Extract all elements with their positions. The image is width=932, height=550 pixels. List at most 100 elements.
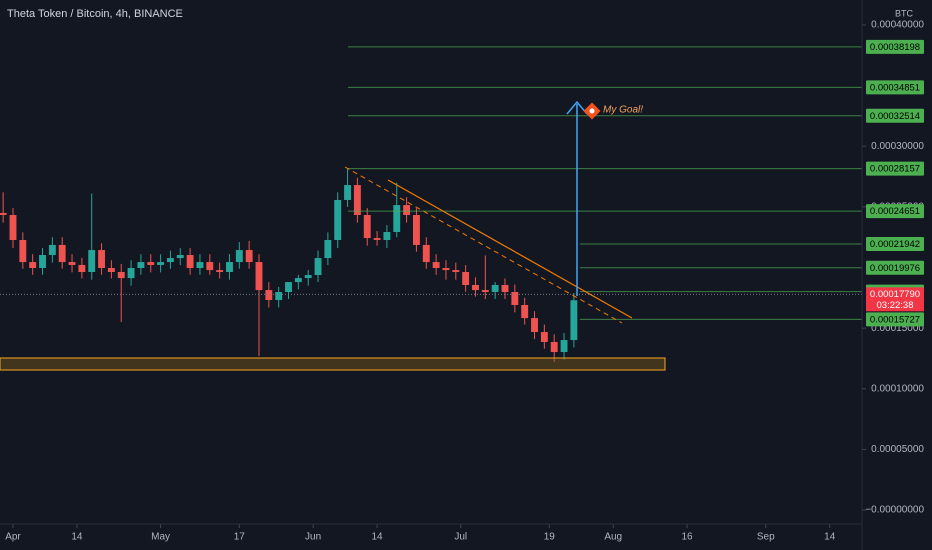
candle-body — [176, 255, 184, 259]
candle-body — [412, 215, 420, 245]
price-level-label: 0.00038198 — [870, 42, 920, 53]
trend-line-dashed — [344, 166, 623, 324]
candle-body — [491, 284, 499, 293]
currency: BTC — [895, 8, 914, 18]
candle-body — [265, 290, 273, 301]
candle-body — [186, 255, 194, 269]
candle-body — [166, 258, 174, 263]
candle-body — [383, 231, 391, 240]
candle-body — [137, 262, 145, 269]
price-level-label: 0.00028157 — [870, 164, 920, 175]
price-level-tag — [866, 39, 924, 54]
candle-body — [324, 239, 332, 259]
x-tick-label: 17 — [234, 532, 246, 543]
candle-body — [48, 244, 56, 256]
candle-body — [107, 268, 115, 273]
candle-body — [560, 340, 568, 353]
candle-body — [334, 199, 342, 240]
candle-body — [255, 262, 263, 291]
candle-body — [0, 212, 7, 216]
candle-body — [127, 268, 135, 279]
x-tick-label: 19 — [544, 532, 556, 543]
y-tick-label: 0.00010000 — [871, 383, 924, 394]
price-level-tag — [866, 312, 924, 327]
candle-body — [501, 284, 509, 293]
x-tick-label: 14 — [824, 532, 836, 543]
x-tick-label: Jul — [454, 532, 467, 543]
price-level-label: 0.00032514 — [870, 111, 920, 122]
candle-body — [226, 262, 233, 273]
candle-body — [344, 185, 351, 200]
price-level-label: 0.00015727 — [870, 314, 920, 325]
countdown: 03:22:38 — [877, 300, 914, 311]
y-tick-label: 0.00040000 — [871, 20, 924, 31]
x-tick-label: Apr — [5, 532, 21, 543]
y-tick-label: 0.00005000 — [871, 444, 924, 455]
chart-title: Theta Token / Bitcoin, 4h, BINANCE — [7, 8, 183, 20]
candle-body — [29, 262, 37, 269]
candle-body — [550, 341, 558, 353]
candle-body — [393, 205, 401, 232]
candle-body — [39, 255, 46, 269]
candle-body — [314, 258, 322, 276]
candle-body — [521, 304, 529, 319]
price-level-tag — [866, 161, 924, 176]
candle-body — [88, 250, 96, 273]
candle-body — [353, 185, 361, 216]
y-tick-label: −0.00000000 — [865, 505, 924, 516]
candle-body — [304, 275, 312, 279]
candle-body — [452, 270, 460, 273]
x-tick-label: 14 — [372, 532, 384, 543]
candle-body — [147, 262, 155, 265]
candle-body — [245, 250, 253, 263]
support-zone — [0, 357, 666, 371]
candle-body — [462, 272, 470, 285]
candle-body — [472, 284, 479, 291]
candle-body — [19, 239, 27, 263]
annotation: My Goal! — [603, 105, 643, 116]
candle-body — [196, 262, 204, 269]
candle-body — [78, 264, 86, 273]
x-tick-label: May — [151, 532, 170, 543]
candle-body — [422, 244, 430, 263]
candle-body — [373, 238, 381, 240]
candle-body — [363, 215, 371, 239]
x-tick-label: Jun — [305, 532, 321, 543]
current-price-label: 0.00017790 — [870, 289, 920, 300]
candle-body — [9, 215, 17, 240]
candle-body — [570, 300, 578, 341]
goal-icon — [583, 102, 601, 120]
candle-body — [58, 244, 66, 263]
y-tick-label: 0.00030000 — [871, 141, 924, 152]
price-level-label: 0.00024651 — [870, 206, 920, 217]
price-level-tag — [866, 108, 924, 123]
price-level-label: 0.00019976 — [870, 263, 920, 274]
candle-body — [481, 290, 489, 293]
x-tick-label: Sep — [757, 532, 775, 543]
candle-body — [403, 205, 411, 216]
price-labels: 0.00038198 0.00034851 0.00032514 0.00028157… — [866, 39, 924, 327]
candle-body — [285, 282, 292, 293]
candle-body — [531, 318, 538, 333]
candle-body — [206, 262, 214, 271]
candle-body — [98, 250, 105, 269]
candle-body — [442, 268, 450, 271]
price-level-tag — [866, 204, 924, 219]
x-tick-label: 14 — [71, 532, 83, 543]
arrow-head — [566, 100, 588, 115]
price-level-label: 0.00034851 — [870, 82, 920, 93]
candle-body — [432, 262, 440, 269]
candle-body — [294, 278, 302, 283]
candle-body — [117, 272, 125, 279]
plot-area: 0.000400000.000300000.000250000.00015000… — [0, 20, 924, 543]
x-tick-label: Aug — [604, 532, 622, 543]
candle-body — [235, 250, 243, 263]
price-level-label: 0.00021942 — [870, 239, 920, 250]
candle-body — [157, 262, 165, 265]
candle-body — [68, 262, 76, 265]
current-price-tag — [866, 287, 924, 312]
candle-body — [275, 292, 283, 301]
candle-body — [540, 332, 548, 342]
candle-body — [511, 292, 519, 305]
